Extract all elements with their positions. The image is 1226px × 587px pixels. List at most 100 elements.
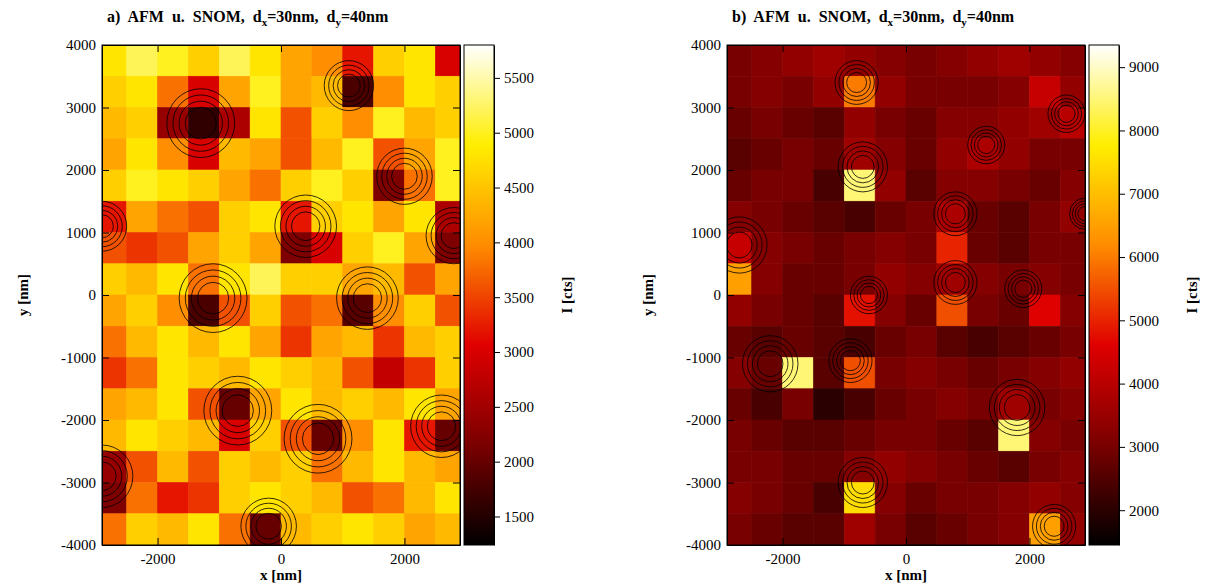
heatmap-cell (752, 139, 783, 170)
heatmap-cell (374, 483, 405, 514)
heatmap-cell (158, 451, 189, 482)
afm-contour (286, 206, 326, 246)
tick-mark (404, 45, 405, 52)
heatmap-cell (968, 420, 999, 451)
tick-mark (1029, 45, 1030, 52)
heatmap-cell (250, 514, 281, 545)
tick: 4000 (66, 37, 109, 53)
tick-label: 2000 (1129, 502, 1159, 518)
tick: 4000 (691, 37, 734, 53)
tick-label: -2000 (686, 412, 721, 428)
heatmap-cell (906, 45, 937, 76)
heatmap-cell (158, 264, 189, 295)
afm-contour (1011, 277, 1035, 301)
heatmap-cell (435, 295, 460, 326)
plot-frame (727, 45, 1085, 545)
tick-label: -2000 (61, 412, 96, 428)
heatmap-cell (1029, 420, 1060, 451)
heatmap-cell (999, 233, 1030, 264)
afm-contour (431, 213, 460, 259)
heatmap-cell (102, 358, 127, 389)
heatmap-cell (343, 170, 374, 201)
tick-mark (1119, 320, 1125, 321)
afm-contour (102, 445, 133, 508)
afm-contour (851, 155, 874, 178)
heatmap-cell (312, 139, 343, 170)
heatmap-cell (752, 389, 783, 420)
afm-contour (1015, 280, 1032, 297)
heatmap-cell (875, 170, 906, 201)
afm-contour (1008, 273, 1038, 304)
heatmap-cell (435, 451, 460, 482)
tick-mark (1078, 358, 1085, 359)
tick-mark (1078, 545, 1085, 546)
heatmap-cell (158, 514, 189, 545)
tick: -4000 (61, 537, 109, 553)
heatmap-cell (435, 108, 460, 139)
afm-contour (857, 283, 881, 307)
afm-contour (835, 61, 878, 105)
heatmap-cell (127, 389, 158, 420)
tick-label: 0 (278, 551, 286, 567)
heatmap-cell (281, 358, 312, 389)
heatmap-cell (813, 139, 844, 170)
plot-frame (102, 45, 460, 545)
heatmap-cell (752, 451, 783, 482)
heatmap-cell (102, 170, 127, 201)
afm-contour (742, 336, 798, 392)
heatmap-cell (374, 76, 405, 107)
heatmap-cell (250, 451, 281, 482)
tick-label: 3000 (691, 100, 721, 116)
axis: -4000-3000-2000-100001000200030004000 (61, 37, 109, 553)
tick-label: 3000 (1129, 439, 1159, 455)
tick: 0 (89, 287, 110, 303)
tick-mark (494, 78, 500, 79)
heatmap-cell (404, 326, 435, 357)
heatmap-cell (875, 483, 906, 514)
tick-label: 2000 (66, 162, 96, 178)
tick-mark (1078, 295, 1085, 296)
axis-line (728, 545, 1086, 546)
tick-mark (102, 483, 109, 484)
tick: 2000 (1015, 538, 1045, 567)
afm-contour (727, 227, 757, 263)
heatmap-cell (102, 483, 127, 514)
heatmap-cell (783, 139, 814, 170)
tick: -3000 (61, 475, 109, 491)
heatmap-cell (906, 389, 937, 420)
tick (1078, 420, 1085, 421)
heatmap-cell (937, 451, 968, 482)
heatmap-cell (783, 108, 814, 139)
tick: 4500 (494, 180, 534, 196)
heatmap-cell (999, 358, 1030, 389)
tick-label: -1000 (61, 350, 96, 366)
axis-line (1085, 46, 1086, 546)
tick-mark (1078, 45, 1085, 46)
heatmap-cell (404, 483, 435, 514)
tick-mark (1029, 538, 1030, 545)
heatmap-cell (374, 108, 405, 139)
heatmap-cell (404, 108, 435, 139)
heatmap-cell (906, 76, 937, 107)
heatmap-cell (158, 389, 189, 420)
heatmap-cell (783, 451, 814, 482)
heatmap-cell (968, 389, 999, 420)
afm-contour (854, 280, 884, 311)
afm-contour (102, 206, 122, 247)
heatmap-cell (127, 76, 158, 107)
heatmap-cell (999, 514, 1030, 545)
afm-contour (173, 95, 229, 151)
afm-contour (426, 208, 460, 264)
heatmap-cell (906, 233, 937, 264)
heatmap-cell (312, 108, 343, 139)
heatmap-cell (968, 45, 999, 76)
afm-contour (934, 261, 977, 305)
heatmap-cell (102, 76, 127, 107)
figure: -200002000-4000-3000-2000-10000100020003… (0, 0, 1226, 587)
afm-contour (296, 417, 339, 461)
heatmap-cell (435, 139, 460, 170)
tick-mark (453, 358, 460, 359)
tick-mark (727, 45, 734, 46)
heatmap-cell (158, 201, 189, 232)
tick-mark (453, 483, 460, 484)
